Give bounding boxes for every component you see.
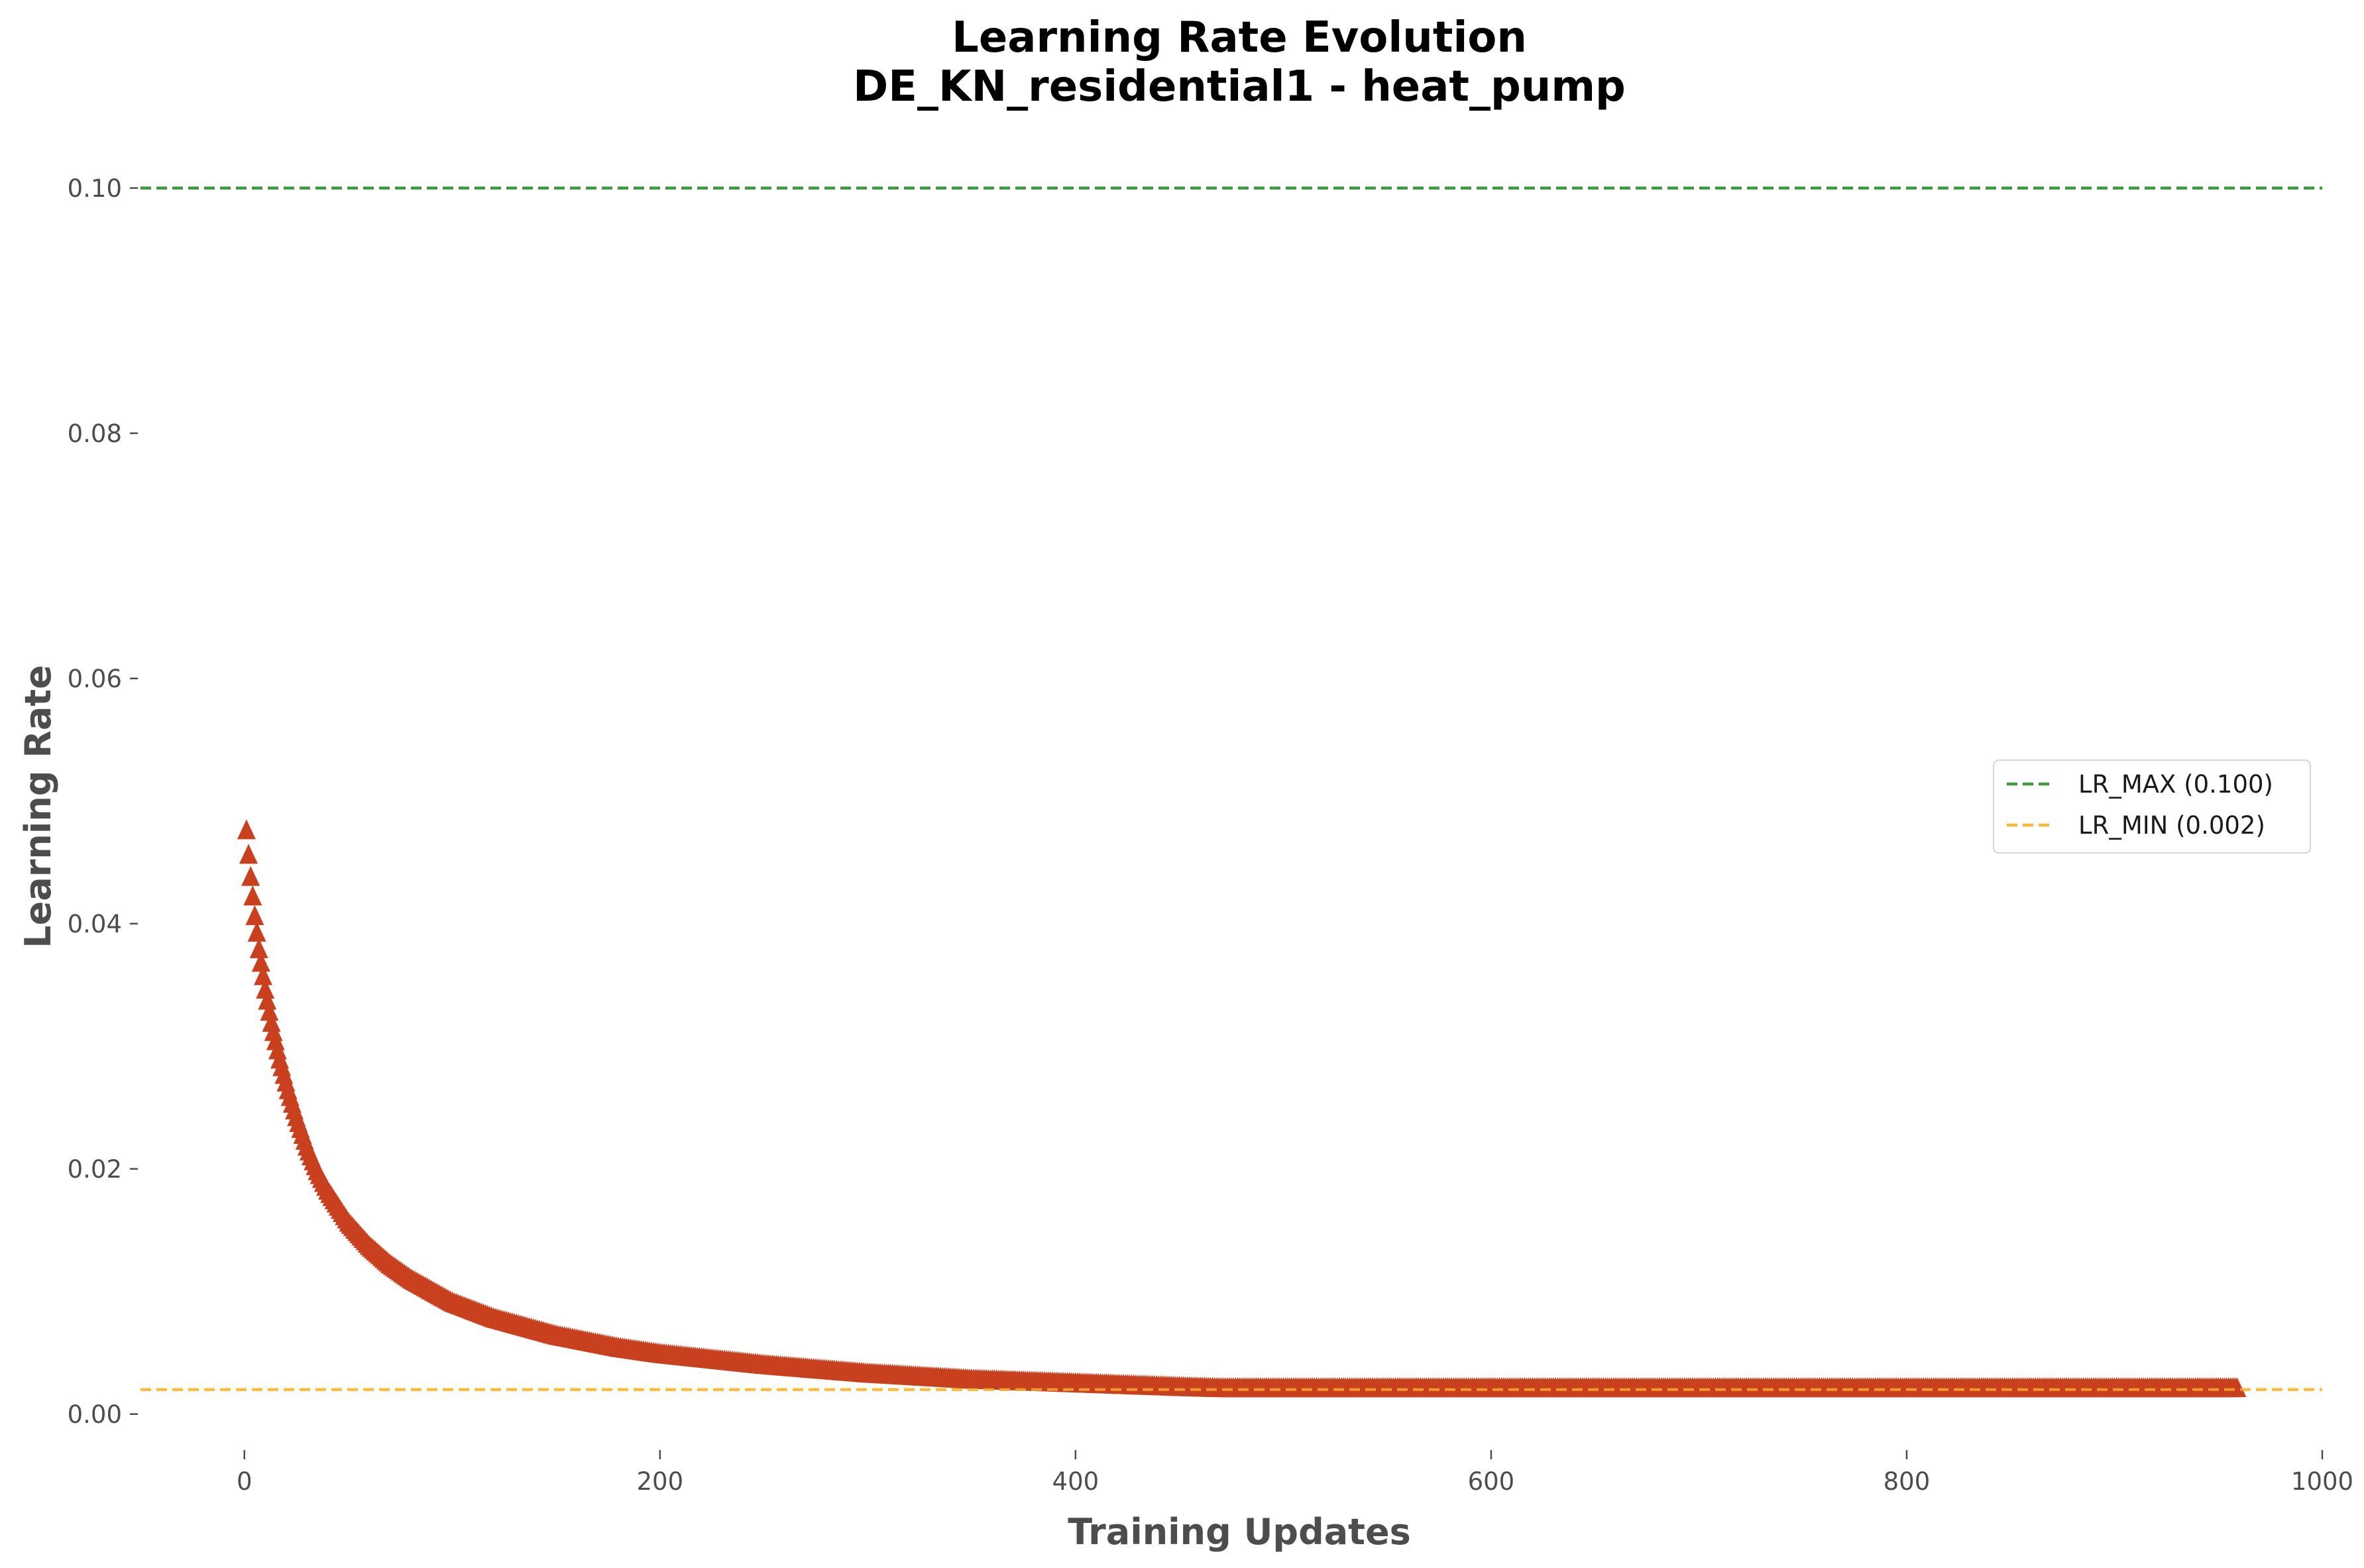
x-tick-label: 800 (1884, 1467, 1931, 1496)
y-tick-label: 0.10 (68, 174, 122, 203)
x-tick-label: 1000 (2291, 1467, 2353, 1496)
x-tick-label: 400 (1052, 1467, 1099, 1496)
y-tick-label: 0.08 (68, 420, 122, 448)
y-tick-label: 0.02 (68, 1155, 122, 1184)
x-tick-label: 200 (636, 1467, 683, 1496)
y-tick-label: 0.06 (68, 665, 122, 693)
data-point (249, 938, 268, 958)
chart-title: Learning Rate Evolution (952, 13, 1527, 62)
data-point (253, 965, 272, 985)
x-axis-label: Training Updates (1068, 1511, 1411, 1553)
data-point (251, 952, 270, 972)
legend-box (1993, 759, 2311, 854)
data-point (237, 819, 256, 840)
data-point (241, 866, 260, 886)
y-axis-label: Learning Rate (17, 665, 59, 948)
legend-label-lr-max: LR_MAX (0.100) (2078, 770, 2273, 799)
data-point (258, 989, 277, 1010)
y-tick-label: 0.00 (68, 1400, 122, 1429)
x-axis-ticks: 0 200 400 600 800 1000 (237, 1450, 2353, 1496)
x-tick-label: 0 (237, 1467, 253, 1496)
y-axis-ticks: 0.00 0.02 0.04 0.06 0.08 0.10 (68, 174, 138, 1429)
data-point (256, 978, 275, 999)
y-tick-label: 0.04 (68, 910, 122, 938)
data-point (2227, 1377, 2247, 1398)
legend: LR_MAX (0.100) LR_MIN (0.002) (1993, 759, 2311, 854)
data-point (247, 921, 266, 942)
legend-label-lr-min: LR_MIN (0.002) (2078, 811, 2265, 840)
data-markers (141, 819, 2322, 1398)
data-point (245, 905, 264, 925)
data-point (260, 1001, 279, 1021)
x-tick-label: 600 (1468, 1467, 1515, 1496)
data-point (243, 885, 262, 906)
chart-subtitle: DE_KN_residential1 - heat_pump (853, 62, 1626, 111)
data-point (239, 844, 258, 864)
